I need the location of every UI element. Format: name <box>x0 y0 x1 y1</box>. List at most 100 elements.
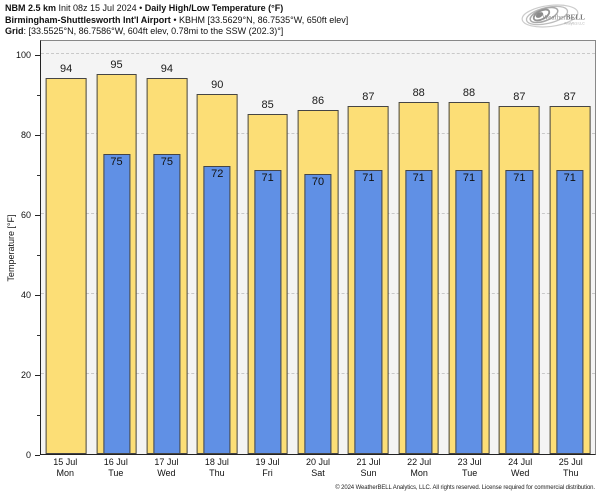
y-tick-label-40: 40 <box>20 290 31 300</box>
y-axis: 0 20 40 60 80 100 <box>0 40 40 460</box>
high-bar <box>45 78 87 454</box>
x-tick-label-15-jul: 15 Jul Mon <box>40 457 91 479</box>
grid-label: Grid <box>5 26 24 36</box>
bar-slot-19-jul: 85 71 <box>242 41 292 454</box>
low-bar: 75 <box>153 154 181 454</box>
x-label-date: 21 Jul <box>356 457 381 467</box>
low-bar: 75 <box>102 154 131 454</box>
y-tick-label-80: 80 <box>20 130 31 140</box>
bar-slot-16-jul: 95 75 <box>91 41 141 454</box>
y-minor-tick-90 <box>37 95 40 96</box>
high-value-label: 85 <box>261 99 274 111</box>
low-value-label: 71 <box>513 172 526 184</box>
low-value-label: 75 <box>160 156 174 168</box>
y-tick-label-0: 0 <box>25 450 31 460</box>
logo-subtext: Analytics LLC <box>564 22 585 26</box>
x-label-day: Tue <box>108 468 124 478</box>
x-label-day: Wed <box>157 468 176 478</box>
x-label-day: Fri <box>262 468 273 478</box>
x-label-date: 19 Jul <box>255 457 280 467</box>
low-value-label: 71 <box>362 172 375 184</box>
x-tick-label-20-jul: 20 Jul Sat <box>293 457 344 479</box>
station-name: Birmingham-Shuttlesworth Int'l Airport <box>5 14 171 25</box>
low-value-label: 71 <box>462 172 476 184</box>
x-tick-label-17-jul: 17 Jul Wed <box>141 457 192 479</box>
low-value-label: 75 <box>110 156 123 168</box>
x-label-day: Wed <box>511 468 530 478</box>
x-tick-label-24-jul: 24 Jul Wed <box>495 457 546 479</box>
x-label-date: 17 Jul <box>154 457 179 467</box>
chart-type-title: Daily High/Low Temperature (°F) <box>144 3 284 13</box>
gridline-100 <box>41 53 595 54</box>
x-label-day: Mon <box>410 468 428 478</box>
y-tick-20 <box>35 375 40 376</box>
low-bar: 70 <box>304 174 332 454</box>
y-tick-label-20: 20 <box>20 370 31 380</box>
x-label-date: 24 Jul <box>508 457 533 467</box>
high-value-label: 87 <box>563 91 576 103</box>
copyright-text: © 2024 WeatherBELL Analytics, LLC. All r… <box>335 485 595 491</box>
bar-slot-22-jul: 88 71 <box>394 41 444 454</box>
logo-text-bell: BELL <box>566 14 585 22</box>
x-tick-label-18-jul: 18 Jul Thu <box>192 457 243 479</box>
low-bar: 71 <box>354 170 382 454</box>
x-label-day: Mon <box>56 468 75 478</box>
x-label-date: 23 Jul <box>457 457 482 467</box>
bar-slot-21-jul: 87 71 <box>343 41 393 454</box>
y-minor-tick-50 <box>37 255 40 256</box>
x-tick-label-22-jul: 22 Jul Mon <box>394 457 445 479</box>
y-tick-100 <box>35 55 40 56</box>
high-value-label: 95 <box>110 59 123 71</box>
high-value-label: 90 <box>211 79 224 91</box>
low-value-label: 71 <box>412 172 425 184</box>
x-axis-labels: 15 Jul Mon 16 Jul Tue 17 Jul Wed 18 Jul Thu 19 J… <box>40 457 596 479</box>
x-label-day: Thu <box>209 468 225 478</box>
x-label-day: Sun <box>360 468 377 478</box>
x-label-day: Tue <box>462 468 478 478</box>
x-label-day: Thu <box>562 468 579 478</box>
model-name: NBM 2.5 km <box>5 3 57 13</box>
y-tick-40 <box>35 295 40 296</box>
x-label-day: Sat <box>311 468 325 478</box>
title-line-3: Grid: [33.5525°N, 86.7586°W, 604ft elev,… <box>5 26 348 38</box>
bar-slot-20-jul: 86 70 <box>293 41 343 454</box>
x-label-date: 15 Jul <box>53 457 78 467</box>
swirl-icon <box>521 4 579 28</box>
init-time: Init 08z 15 Jul 2024 • <box>56 3 145 13</box>
x-tick-label-16-jul: 16 Jul Tue <box>91 457 142 479</box>
bar-slot-25-jul: 87 71 <box>545 41 595 454</box>
logo-text-weather: Weather <box>542 14 566 22</box>
x-tick-label-19-jul: 19 Jul Fri <box>242 457 293 479</box>
weatherbell-logo-icon: WeatherBELL Analytics LLC <box>521 4 585 28</box>
high-value-label: 88 <box>412 87 425 99</box>
low-value-label: 71 <box>261 172 274 184</box>
low-value-label: 70 <box>311 176 325 188</box>
bar-slot-23-jul: 88 71 <box>444 41 494 454</box>
bar-slot-24-jul: 87 71 <box>494 41 544 454</box>
grid-coords: : [33.5525°N, 86.7586°W, 604ft elev, 0.7… <box>23 26 284 36</box>
bar-slot-18-jul: 90 72 <box>192 41 242 454</box>
y-tick-label-60: 60 <box>20 210 31 220</box>
high-value-label: 94 <box>160 63 174 75</box>
x-label-date: 18 Jul <box>204 457 229 467</box>
x-label-date: 25 Jul <box>558 457 583 467</box>
x-tick-label-23-jul: 23 Jul Tue <box>444 457 495 479</box>
x-label-date: 20 Jul <box>305 457 331 467</box>
chart-title-block: NBM 2.5 km Init 08z 15 Jul 2024 • Daily … <box>5 3 348 38</box>
x-tick-label-21-jul: 21 Jul Sun <box>343 457 394 479</box>
y-tick-60 <box>35 215 40 216</box>
low-bar: 71 <box>556 170 584 454</box>
low-bar: 71 <box>405 170 433 454</box>
bar-slot-15-jul: 94 <box>41 41 91 454</box>
low-bar: 72 <box>203 166 231 454</box>
low-value-label: 72 <box>211 168 224 180</box>
title-line-1: NBM 2.5 km Init 08z 15 Jul 2024 • Daily … <box>5 3 348 15</box>
x-label-date: 22 Jul <box>407 457 432 467</box>
high-value-label: 86 <box>311 95 325 107</box>
y-tick-0 <box>35 455 40 456</box>
plot-area: 94 95 75 94 75 90 72 85 71 86 70 87 71 88 71 88 71 87 71 87… <box>40 40 596 455</box>
high-value-label: 87 <box>513 91 526 103</box>
y-minor-tick-70 <box>37 175 40 176</box>
svg-text:WeatherBELL: WeatherBELL <box>542 14 585 22</box>
